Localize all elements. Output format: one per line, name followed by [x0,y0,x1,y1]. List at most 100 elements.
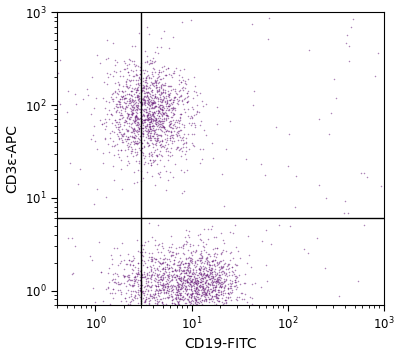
Point [164,112,170,117]
Point [134,127,140,133]
Point [112,290,119,296]
Point [226,261,232,267]
Point [216,277,222,282]
Point [136,160,143,166]
Point [220,280,226,286]
Point [142,117,148,123]
Point [216,284,222,290]
Point [115,91,122,97]
Point [178,259,184,265]
Point [190,301,196,307]
Point [198,271,204,277]
Point [176,132,183,137]
Point [146,151,152,156]
Point [140,97,147,102]
Point [93,95,99,101]
Point [145,130,152,136]
Point [138,178,144,184]
Point [177,286,183,292]
Point [126,96,132,102]
Point [160,89,166,95]
Point [155,132,162,138]
Point [251,88,257,94]
Point [222,278,228,284]
Point [126,272,132,278]
Point [160,286,166,292]
Point [163,139,170,145]
Point [129,88,135,94]
Point [184,278,190,283]
Point [235,278,241,284]
Point [140,94,147,99]
Point [146,151,152,156]
Point [198,156,205,162]
Point [212,263,218,269]
Point [358,171,365,176]
Point [220,290,226,296]
Point [140,117,147,122]
Point [178,292,184,298]
Point [200,297,207,302]
Point [164,272,170,278]
Point [148,255,155,260]
Point [196,263,203,269]
Point [99,121,105,126]
Point [118,147,124,152]
Point [162,266,168,272]
Point [158,127,164,133]
Point [232,286,239,292]
Point [186,273,192,279]
Point [149,234,155,240]
Point [112,117,118,123]
Point [202,242,209,247]
Point [130,107,136,112]
Point [146,133,153,139]
Point [130,262,136,267]
Point [191,288,198,294]
Point [216,298,222,304]
Point [185,76,191,82]
Point [129,109,136,115]
Point [160,89,166,95]
Point [184,90,191,96]
Point [153,142,159,148]
Point [178,270,184,276]
Point [143,296,149,301]
Point [183,257,189,262]
Point [152,182,158,187]
Point [212,257,218,263]
Point [190,282,196,288]
Point [120,93,126,99]
Point [223,300,230,305]
Point [137,71,143,77]
Point [247,294,254,300]
Point [157,99,164,105]
Point [171,271,178,277]
Point [115,154,122,160]
Point [123,298,129,304]
Point [206,288,212,294]
Point [139,242,146,248]
Point [166,262,172,268]
Point [184,286,190,292]
Point [143,90,149,95]
Point [165,177,172,183]
Point [188,255,195,261]
Point [164,112,170,117]
Point [200,272,206,277]
Point [184,272,190,278]
Point [124,127,130,133]
Point [156,79,162,84]
Point [153,286,159,292]
Point [126,111,132,117]
Point [182,283,189,289]
Point [154,137,160,143]
Point [168,272,174,278]
Point [163,187,170,193]
Point [129,277,136,282]
Point [181,124,187,130]
Point [168,125,175,131]
Point [244,260,250,266]
Point [189,291,195,296]
Point [152,121,159,127]
